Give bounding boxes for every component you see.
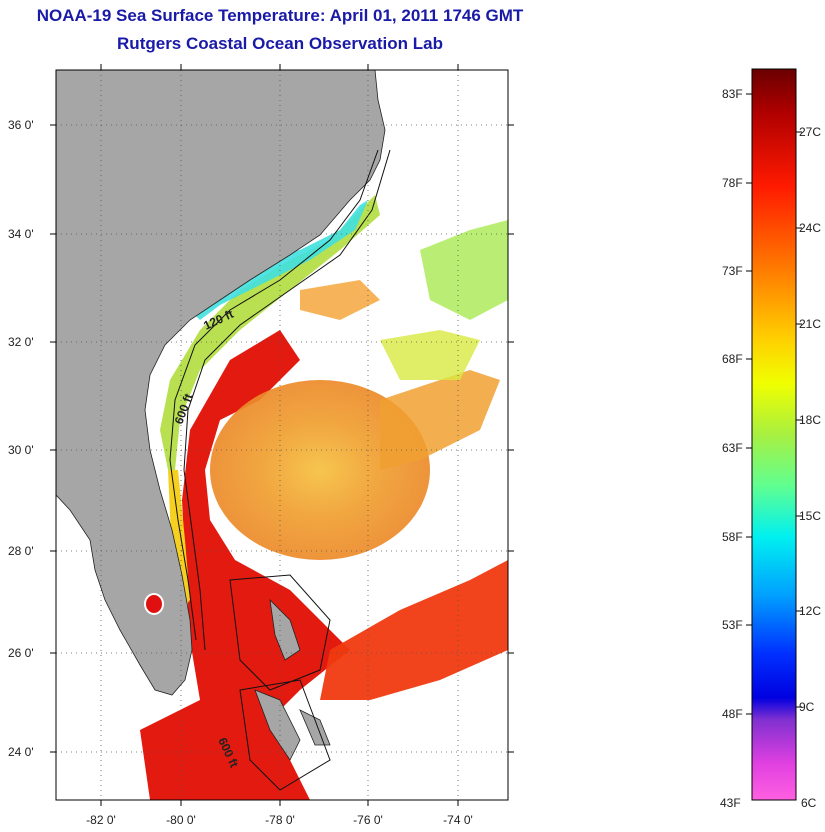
cb-label-9C: 9C bbox=[799, 700, 815, 714]
east-yellow-patches bbox=[380, 330, 480, 380]
gulf-stream-region bbox=[140, 330, 350, 800]
plot-frame bbox=[55, 69, 509, 801]
bahamas-contour bbox=[229, 574, 331, 791]
cb-label-73F: 73F bbox=[722, 264, 743, 278]
cb-label-78F: 78F bbox=[722, 176, 743, 190]
lat-label-30: 30 0' bbox=[8, 443, 34, 457]
lat-label-34: 34 0' bbox=[8, 227, 34, 241]
cb-label-6C: 6C bbox=[801, 796, 817, 810]
shelf-water-south bbox=[168, 470, 190, 610]
cb-label-58F: 58F bbox=[722, 530, 743, 544]
cb-label-63F: 63F bbox=[722, 441, 743, 455]
lon-label-80: -80 0' bbox=[166, 813, 196, 827]
cb-label-68F: 68F bbox=[722, 352, 743, 366]
warm-eddy bbox=[210, 380, 430, 560]
colorbar-ticks bbox=[746, 93, 802, 715]
cb-label-53F: 53F bbox=[722, 618, 743, 632]
cb-label-83F: 83F bbox=[722, 87, 743, 101]
cb-label-15C: 15C bbox=[799, 509, 821, 523]
lat-label-24: 24 0' bbox=[8, 745, 34, 759]
northeast-orange-patches bbox=[300, 280, 380, 320]
lon-label-74: -74 0' bbox=[443, 813, 473, 827]
cb-label-12C: 12C bbox=[799, 604, 821, 618]
cb-label-18C: 18C bbox=[799, 413, 821, 427]
southern-warm-band bbox=[320, 560, 508, 700]
lon-label-78: -78 0' bbox=[265, 813, 295, 827]
lake-okeechobee bbox=[144, 593, 164, 615]
lat-label-32: 32 0' bbox=[8, 335, 34, 349]
lon-label-76: -76 0' bbox=[353, 813, 383, 827]
contour-600ft bbox=[183, 149, 391, 651]
colorbar bbox=[751, 68, 797, 801]
lon-label-82: -82 0' bbox=[86, 813, 116, 827]
lat-label-26: 26 0' bbox=[8, 646, 34, 660]
warm-plume bbox=[380, 370, 500, 470]
map-subtitle: Rutgers Coastal Ocean Observation Lab bbox=[117, 34, 443, 53]
graticule bbox=[56, 70, 508, 800]
cb-label-24C: 24C bbox=[799, 221, 821, 235]
axis-ticks bbox=[50, 64, 514, 806]
land-mass bbox=[56, 70, 386, 696]
northeast-patches bbox=[420, 220, 508, 320]
map-title: NOAA-19 Sea Surface Temperature: April 0… bbox=[36, 6, 524, 25]
cb-label-27C: 27C bbox=[799, 125, 821, 139]
cb-label-48F: 48F bbox=[722, 707, 743, 721]
lat-label-36: 36 0' bbox=[8, 118, 34, 132]
lat-label-28: 28 0' bbox=[8, 544, 34, 558]
cb-label-21C: 21C bbox=[799, 317, 821, 331]
cb-label-43F: 43F bbox=[720, 796, 741, 810]
